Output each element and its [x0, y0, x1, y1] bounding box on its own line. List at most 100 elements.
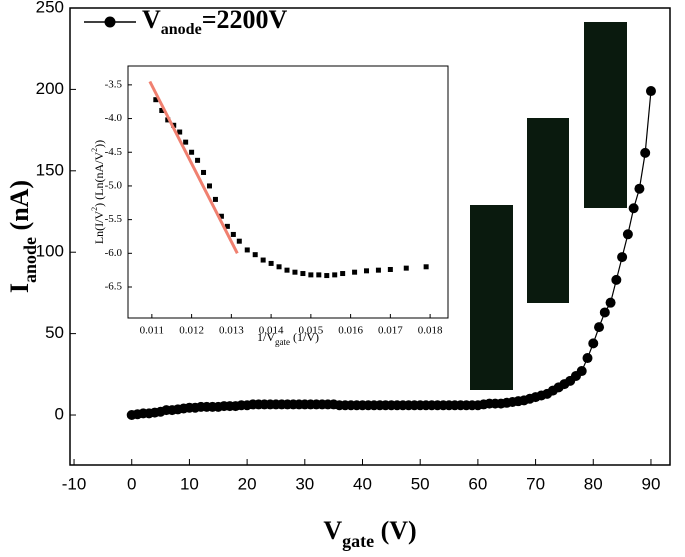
y-axis-label: Ianode (nA) — [5, 180, 40, 293]
data-point — [576, 366, 587, 377]
photo — [584, 22, 627, 208]
y-tick-label: -5.0 — [105, 179, 123, 191]
data-point — [332, 272, 338, 278]
data-point — [230, 231, 236, 237]
label-part: )) — [92, 140, 106, 148]
y-tick-label: -6.0 — [105, 247, 123, 259]
y-tick-label: 100 — [36, 242, 64, 261]
x-tick-label: 0.016 — [338, 325, 363, 337]
data-point — [375, 267, 381, 273]
photo — [527, 118, 569, 303]
data-point — [236, 238, 242, 244]
data-point — [403, 265, 409, 271]
data-point — [364, 268, 370, 274]
data-point — [252, 252, 258, 258]
data-point — [316, 272, 322, 278]
x-tick-label: 0.011 — [140, 325, 164, 337]
data-point — [645, 86, 656, 97]
label-part: 1/V — [257, 330, 275, 344]
data-point — [387, 266, 393, 272]
y-tick-label: 250 — [36, 0, 64, 16]
x-tick-label: 10 — [180, 474, 199, 493]
data-point — [300, 271, 306, 277]
data-point — [605, 297, 616, 308]
x-tick-label: 0.013 — [219, 325, 244, 337]
x-tick-label: 20 — [238, 474, 257, 493]
y-tick-label: -4.5 — [105, 146, 123, 158]
label-part: 2 — [90, 207, 99, 211]
y-tick-label: -5.5 — [105, 213, 123, 225]
data-point — [617, 252, 628, 263]
y-axis-label: Ln(I/V2) (Ln(nA/V2)) — [90, 140, 105, 244]
y-tick-label: 0 — [55, 405, 64, 424]
x-tick-label: 0.018 — [418, 325, 443, 337]
photo — [470, 205, 513, 390]
label-part: I — [5, 283, 34, 293]
label-part: V — [323, 516, 342, 545]
x-tick-label: 60 — [468, 474, 487, 493]
y-tick-label: 50 — [45, 323, 64, 342]
data-point — [260, 257, 266, 263]
label-part: anode — [161, 21, 202, 38]
data-point — [340, 271, 346, 277]
label-part: =2200V — [202, 5, 288, 34]
plot-frame — [69, 7, 671, 466]
data-point — [599, 307, 610, 318]
data-point — [276, 264, 282, 270]
label-part: anode — [20, 237, 40, 283]
x-axis-label: 1/Vgate (1/V) — [257, 330, 319, 347]
label-part: (1/V) — [290, 330, 319, 344]
data-point — [352, 269, 358, 275]
data-point — [212, 196, 218, 202]
x-tick-label: 0.014 — [259, 325, 284, 337]
x-tick-label: 40 — [353, 474, 372, 493]
label-part: (nA) — [5, 180, 34, 237]
data-point — [423, 264, 429, 270]
label-part: ) (Ln(nA/V — [92, 152, 106, 207]
photos — [470, 22, 627, 390]
legend-label: Vanode=2200V — [142, 5, 288, 38]
x-tick-label: 50 — [411, 474, 430, 493]
x-tick-label: 70 — [526, 474, 545, 493]
x-tick-label: 0.015 — [298, 325, 323, 337]
data-point — [582, 353, 593, 364]
data-point — [206, 183, 212, 189]
x-tick-label: 30 — [295, 474, 314, 493]
x-tick-label: 0 — [127, 474, 136, 493]
data-point — [284, 267, 290, 273]
y-tick-label: -3.5 — [105, 78, 123, 90]
x-tick-label: 90 — [642, 474, 661, 493]
data-point — [622, 229, 633, 240]
x-axis-label: Vgate (V) — [323, 516, 416, 551]
data-point — [224, 223, 230, 229]
data-point — [177, 129, 183, 135]
data-point — [189, 149, 195, 155]
data-point — [268, 260, 274, 266]
label-part: V — [142, 5, 161, 34]
data-point — [324, 273, 330, 279]
data-point — [153, 97, 159, 103]
data-point — [195, 157, 201, 163]
x-tick-label: 80 — [584, 474, 603, 493]
data-point — [159, 107, 165, 113]
y-tick-label: -6.5 — [105, 281, 123, 293]
label-part: Ln(I/V — [92, 211, 106, 245]
data-point — [594, 322, 605, 333]
x-tick-label: 0.017 — [378, 325, 403, 337]
data-point — [292, 269, 298, 275]
label-part: (V) — [374, 516, 417, 545]
label-part: 2 — [90, 148, 99, 152]
data-point — [183, 139, 189, 145]
data-point — [244, 247, 250, 253]
data-point — [628, 203, 639, 214]
data-point — [634, 183, 645, 194]
data-point — [308, 272, 314, 278]
x-tick-label: -10 — [62, 474, 87, 493]
y-tick-label: -4.0 — [105, 112, 123, 124]
fit-line — [148, 80, 239, 254]
x-tick-label: 0.012 — [179, 325, 204, 337]
label-part: gate — [275, 337, 290, 347]
y-tick-label: 200 — [36, 79, 64, 98]
data-point — [201, 169, 207, 175]
